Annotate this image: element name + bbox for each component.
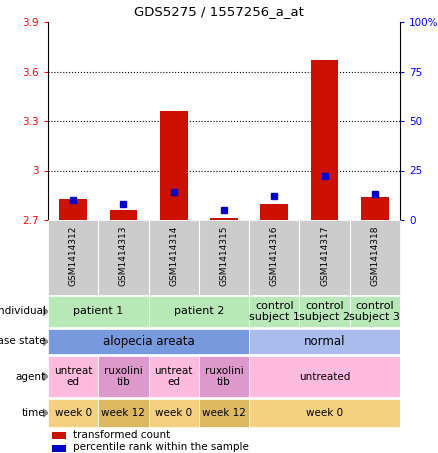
Text: agent: agent: [16, 371, 46, 381]
Text: week 12: week 12: [202, 408, 246, 418]
Bar: [300, 220, 350, 295]
Bar: [261, 203, 288, 220]
Text: patient 1: patient 1: [73, 307, 124, 317]
Bar: [249, 328, 400, 354]
Bar: [249, 220, 300, 295]
Text: percentile rank within the sample: percentile rank within the sample: [73, 443, 248, 453]
Text: control
subject 3: control subject 3: [350, 301, 400, 322]
Text: ruxolini
tib: ruxolini tib: [104, 366, 143, 387]
Bar: [48, 220, 98, 295]
Text: week 0: week 0: [155, 408, 192, 418]
Text: GSM1414318: GSM1414318: [371, 226, 379, 286]
Text: control
subject 2: control subject 2: [299, 301, 350, 322]
Bar: [249, 399, 400, 427]
Text: GSM1414316: GSM1414316: [270, 226, 279, 286]
Bar: [148, 296, 249, 328]
Bar: [148, 220, 199, 295]
Bar: [350, 296, 400, 328]
Bar: [48, 296, 148, 328]
Polygon shape: [43, 372, 48, 381]
Bar: [350, 220, 400, 295]
Bar: [361, 197, 389, 220]
Polygon shape: [43, 337, 48, 346]
Bar: [300, 296, 350, 328]
Bar: [199, 356, 249, 397]
Text: GSM1414314: GSM1414314: [169, 226, 178, 286]
Text: GSM1414312: GSM1414312: [69, 226, 78, 286]
Bar: [48, 399, 98, 427]
Text: normal: normal: [304, 335, 345, 348]
Bar: [148, 356, 199, 397]
Text: untreated: untreated: [299, 371, 350, 381]
Text: time: time: [22, 408, 46, 418]
Polygon shape: [43, 409, 48, 417]
Text: GSM1414313: GSM1414313: [119, 226, 128, 286]
Text: week 0: week 0: [306, 408, 343, 418]
Text: disease state: disease state: [0, 337, 46, 347]
Bar: [199, 399, 249, 427]
Text: ruxolini
tib: ruxolini tib: [205, 366, 244, 387]
Bar: [110, 210, 137, 220]
Bar: [210, 218, 238, 220]
Bar: [98, 399, 148, 427]
Text: week 0: week 0: [55, 408, 92, 418]
Bar: [249, 296, 300, 328]
Text: individual: individual: [0, 307, 46, 317]
Text: transformed count: transformed count: [73, 430, 170, 440]
Bar: [98, 356, 148, 397]
Bar: [48, 328, 249, 354]
Text: patient 2: patient 2: [174, 307, 224, 317]
Text: untreat
ed: untreat ed: [155, 366, 193, 387]
Bar: [311, 60, 339, 220]
Text: alopecia areata: alopecia areata: [102, 335, 194, 348]
Bar: [199, 220, 249, 295]
Bar: [160, 111, 187, 220]
Bar: [52, 432, 66, 439]
Bar: [59, 198, 87, 220]
Polygon shape: [43, 308, 48, 315]
Bar: [98, 220, 148, 295]
Bar: [148, 399, 199, 427]
Text: control
subject 1: control subject 1: [249, 301, 300, 322]
Bar: [249, 356, 400, 397]
Text: week 12: week 12: [102, 408, 145, 418]
Text: GSM1414317: GSM1414317: [320, 226, 329, 286]
Text: untreat
ed: untreat ed: [54, 366, 92, 387]
Text: GDS5275 / 1557256_a_at: GDS5275 / 1557256_a_at: [134, 5, 304, 18]
Text: GSM1414315: GSM1414315: [219, 226, 229, 286]
Bar: [52, 445, 66, 452]
Bar: [48, 356, 98, 397]
